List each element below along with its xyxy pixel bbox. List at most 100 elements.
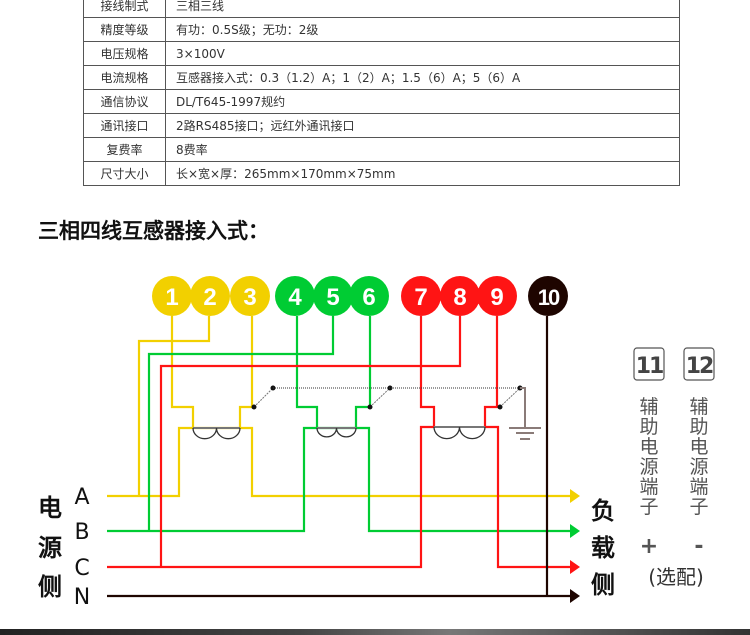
wire-b-ct-in bbox=[295, 316, 319, 428]
ct-coil-icon bbox=[433, 426, 486, 440]
terminal-2 bbox=[190, 276, 230, 316]
spec-label: 通信协议 bbox=[83, 89, 166, 114]
aux-terminal-text: 源 bbox=[689, 456, 708, 478]
terminal-label: 7 bbox=[414, 284, 427, 311]
bottom-bar bbox=[0, 629, 750, 635]
spec-label: 接线制式 bbox=[83, 0, 166, 18]
switch-dot bbox=[251, 404, 257, 410]
aux-terminal-text: 助 bbox=[639, 416, 658, 438]
wire-c-line-in bbox=[107, 425, 434, 569]
aux-terminal-text: 源 bbox=[639, 456, 658, 478]
source-side-label: 侧 bbox=[38, 573, 62, 601]
wire-b-voltage bbox=[147, 316, 335, 531]
switch-link bbox=[253, 387, 274, 408]
aux-terminal-text: 助 bbox=[689, 416, 708, 438]
arrow-a-icon bbox=[570, 489, 580, 503]
source-side-label: 源 bbox=[38, 534, 62, 562]
terminal-label: 2 bbox=[203, 284, 216, 311]
phase-label: A bbox=[74, 485, 89, 510]
terminal-label: 4 bbox=[288, 284, 302, 311]
load-side-label: 侧 bbox=[591, 571, 615, 599]
wire-a-voltage bbox=[137, 316, 211, 496]
aux-terminal-text: 端 bbox=[689, 476, 708, 498]
spec-label: 复费率 bbox=[83, 137, 166, 162]
wire-b-ct-out bbox=[354, 316, 372, 428]
terminal-label: 6 bbox=[362, 284, 375, 311]
spec-value: 有功：0.5S级；无功：2级 bbox=[165, 17, 680, 42]
spec-table: 接线制式 三相三线 精度等级 有功：0.5S级；无功：2级 电压规格 3×100V 电流规格… bbox=[83, 0, 680, 186]
terminal-label: 5 bbox=[326, 284, 339, 311]
aux-terminal-11 bbox=[633, 347, 665, 381]
spec-value: DL/T645-1997规约 bbox=[165, 89, 680, 114]
wire-c-voltage bbox=[159, 316, 462, 567]
wire-b-line bbox=[107, 426, 572, 533]
phase-label: N bbox=[74, 585, 90, 610]
spec-row: 尺寸大小 长×宽×厚：265mm×170mm×75mm bbox=[83, 161, 680, 186]
spec-label: 精度等级 bbox=[83, 17, 166, 42]
aux-terminal-text: 辅 bbox=[689, 396, 708, 418]
spec-label: 通讯接口 bbox=[83, 113, 166, 138]
terminal-8 bbox=[440, 276, 480, 316]
aux-terminal-text: 电 bbox=[639, 436, 658, 458]
ground-wire bbox=[520, 387, 526, 427]
arrow-n-icon bbox=[570, 589, 580, 603]
spec-row: 精度等级 有功：0.5S级；无功：2级 bbox=[83, 17, 680, 42]
spec-row: 复费率 8费率 bbox=[83, 137, 680, 162]
optional-note: (选配) bbox=[648, 565, 704, 589]
terminal-label: 9 bbox=[490, 284, 503, 311]
terminal-7 bbox=[401, 276, 441, 316]
switch-link bbox=[369, 387, 391, 408]
spec-label: 尺寸大小 bbox=[83, 161, 166, 186]
aux-sign: - bbox=[694, 534, 703, 559]
wire-c-ct-in bbox=[419, 316, 436, 427]
terminal-9 bbox=[477, 276, 517, 316]
terminal-10 bbox=[528, 276, 568, 316]
load-side-label: 负 bbox=[591, 497, 615, 525]
load-side-label: 载 bbox=[591, 534, 615, 562]
aux-terminal-label: 11 bbox=[636, 354, 663, 379]
aux-terminal-label: 12 bbox=[686, 354, 713, 379]
aux-terminal-text: 端 bbox=[639, 476, 658, 498]
spec-row: 电流规格 互感器接入式：0.3（1.2）A；1（2）A；1.5（6）A；5（6）A bbox=[83, 65, 680, 90]
aux-terminal-12 bbox=[683, 347, 715, 381]
terminal-4 bbox=[275, 276, 315, 316]
spec-row: 电压规格 3×100V bbox=[83, 41, 680, 66]
spec-value: 2路RS485接口；远红外通讯接口 bbox=[165, 113, 680, 138]
wire-a-ct-in bbox=[170, 316, 195, 428]
spec-value: 3×100V bbox=[165, 41, 680, 66]
aux-terminal-text: 子 bbox=[689, 496, 708, 518]
spec-row: 接线制式 三相三线 bbox=[83, 0, 680, 18]
phase-label: B bbox=[74, 520, 89, 545]
aux-terminal-text: 辅 bbox=[639, 396, 658, 418]
arrow-c-icon bbox=[570, 560, 580, 574]
terminal-label: 8 bbox=[453, 284, 466, 311]
phase-label: C bbox=[74, 556, 89, 581]
switch-dot bbox=[497, 404, 503, 410]
wire-a-line bbox=[107, 426, 572, 498]
terminal-label: 10 bbox=[538, 285, 560, 310]
source-side-label: 电 bbox=[38, 494, 62, 522]
terminal-label: 3 bbox=[243, 284, 256, 311]
arrow-b-icon bbox=[570, 524, 580, 538]
diagram-title: 三相四线互感器接入式： bbox=[38, 219, 269, 243]
terminal-1 bbox=[152, 276, 192, 316]
spec-value: 8费率 bbox=[165, 137, 680, 162]
aux-sign: + bbox=[640, 534, 658, 559]
terminal-3 bbox=[230, 276, 270, 316]
terminal-6 bbox=[349, 276, 389, 316]
ct-coil-icon bbox=[192, 427, 241, 440]
spec-value: 长×宽×厚：265mm×170mm×75mm bbox=[165, 161, 680, 186]
aux-terminal-text: 电 bbox=[689, 436, 708, 458]
spec-row: 通讯接口 2路RS485接口；远红外通讯接口 bbox=[83, 113, 680, 138]
terminal-5 bbox=[313, 276, 353, 316]
spec-value: 互感器接入式：0.3（1.2）A；1（2）A；1.5（6）A；5（6）A bbox=[165, 65, 680, 90]
switch-link bbox=[499, 387, 521, 408]
switch-dot bbox=[367, 404, 373, 410]
ct-coil-icon bbox=[316, 427, 357, 438]
aux-terminal-text: 子 bbox=[639, 496, 658, 518]
wire-c-ct-out bbox=[483, 316, 572, 569]
spec-row: 通信协议 DL/T645-1997规约 bbox=[83, 89, 680, 114]
terminal-label: 1 bbox=[165, 284, 178, 311]
wire-a-ct-out bbox=[238, 316, 254, 428]
